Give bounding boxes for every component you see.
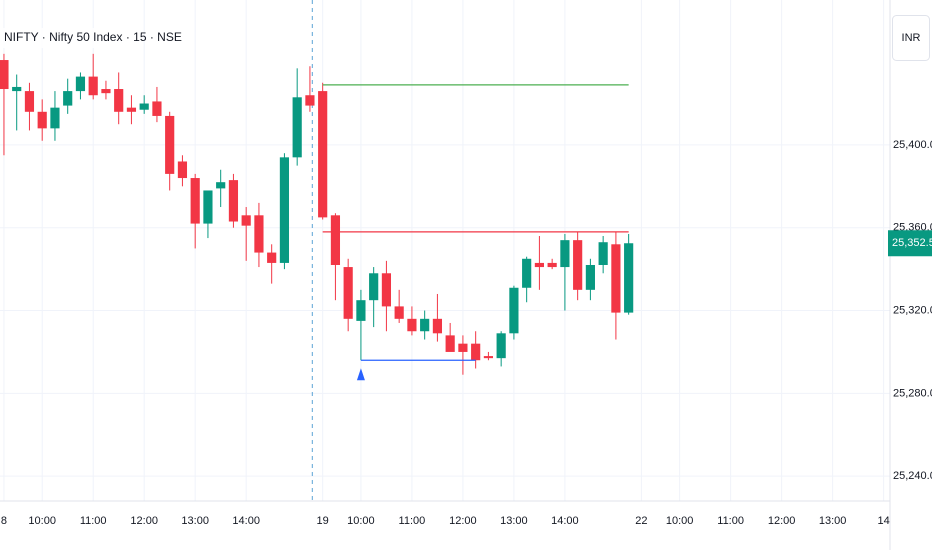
candle-body	[381, 273, 392, 307]
chart-title: NIFTY · Nifty 50 Index · 15 · NSE	[4, 30, 182, 44]
candle-body	[63, 91, 73, 106]
candle-body	[12, 86, 22, 92]
candle-body	[394, 306, 404, 319]
x-tick-label: 8	[1, 515, 7, 527]
candle-body	[483, 356, 493, 359]
candle-body	[279, 157, 290, 263]
candle-body	[445, 335, 455, 352]
candle-body	[547, 262, 557, 268]
candle-body	[267, 252, 277, 263]
candle-body	[190, 178, 200, 224]
x-tick-label: 11:00	[80, 515, 107, 527]
candle-body	[624, 243, 634, 313]
x-tick-label: 12:00	[130, 515, 158, 527]
candle-body	[305, 95, 315, 106]
y-tick-label: 25,400.00	[893, 139, 932, 151]
x-tick-label: 22	[635, 515, 647, 527]
plot	[0, 53, 634, 381]
last-price-box	[888, 230, 932, 257]
x-tick-label: 13:00	[819, 515, 847, 527]
low-marker	[356, 368, 365, 381]
x-tick-label: 14:00	[232, 515, 260, 527]
candle-body	[292, 97, 302, 158]
candle-body	[114, 89, 124, 112]
candle-body	[330, 215, 341, 265]
candle-body	[420, 318, 430, 332]
title-bg	[0, 28, 140, 48]
x-tick-label: 13:00	[500, 515, 528, 527]
candle-body	[407, 318, 417, 332]
candle-body	[369, 273, 379, 301]
candle-body	[318, 91, 328, 218]
x-tick-label: 12:00	[449, 515, 477, 527]
candle-body	[254, 215, 264, 253]
candle-body	[88, 76, 98, 96]
candle-body	[177, 161, 188, 179]
candle-body	[496, 333, 506, 359]
last-price-label: 25,352.50	[892, 237, 932, 249]
candle-body	[203, 190, 213, 224]
y-tick-label: 25,240.00	[893, 470, 932, 482]
candle-body	[598, 242, 608, 265]
x-tick-label: 10:00	[347, 515, 375, 527]
currency-label[interactable]: INR	[902, 32, 921, 44]
candle-body	[522, 258, 532, 288]
candle-body	[50, 107, 60, 129]
y-tick-label: 25,320.00	[893, 304, 932, 316]
candle-body	[228, 180, 239, 222]
candle-body	[165, 115, 175, 174]
y-tick-label: 25,280.00	[893, 387, 932, 399]
candle-body	[432, 318, 443, 334]
x-tick-label: 12:00	[768, 515, 796, 527]
candle-body	[241, 215, 251, 226]
x-tick-label: 11:00	[399, 515, 426, 527]
axes: 25,240.0025,280.0025,320.0025,360.0025,4…	[1, 139, 932, 527]
candle-body	[343, 267, 353, 319]
currency-box[interactable]	[892, 15, 930, 61]
candle-body	[560, 240, 570, 268]
x-tick-label: 10:00	[28, 515, 56, 527]
x-tick-label: 10:00	[666, 515, 694, 527]
x-tick-label: 14:00	[551, 515, 579, 527]
candle-body	[216, 182, 226, 189]
candle-body	[356, 300, 366, 321]
x-tick-label: 13:00	[181, 515, 209, 527]
candle-body	[75, 76, 86, 92]
candle-body	[509, 287, 519, 334]
candle-body	[126, 107, 137, 112]
candle-body	[24, 91, 35, 112]
candle-body	[471, 343, 481, 361]
candle-body	[139, 103, 149, 110]
x-tick-label: 19	[317, 515, 329, 527]
candle-body	[611, 244, 621, 313]
candle-body	[37, 111, 47, 129]
candle-body	[0, 60, 9, 90]
x-tick-label: 11:00	[717, 515, 744, 527]
candle-body	[534, 262, 544, 268]
candle-body	[458, 343, 468, 352]
candle-body	[573, 240, 583, 290]
candle-body	[585, 264, 595, 290]
candle-body	[101, 89, 111, 94]
x-tick-label: 14	[878, 515, 890, 527]
candle-body	[152, 101, 162, 116]
